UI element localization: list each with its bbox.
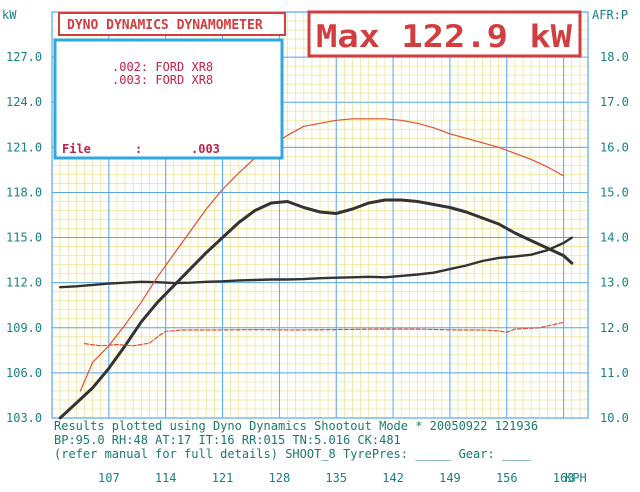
- y-tick-label-left: 109.0: [6, 321, 42, 335]
- y-tick-label-right: 14.0: [600, 231, 629, 245]
- x-tick-label: 128: [269, 471, 291, 485]
- x-tick-label: 121: [212, 471, 234, 485]
- legend-entry: .002: FORD XR8: [112, 60, 213, 74]
- x-tick-label: 163: [553, 471, 575, 485]
- x-tick-label: 135: [325, 471, 347, 485]
- y-tick-label-left: 127.0: [6, 50, 42, 64]
- y-tick-label-left: 112.0: [6, 276, 42, 290]
- x-tick-label: 156: [496, 471, 518, 485]
- y-tick-label-right: 10.0: [600, 411, 629, 425]
- y-tick-label-left: 103.0: [6, 411, 42, 425]
- title-box: [58, 12, 286, 36]
- y-tick-label-right: 16.0: [600, 140, 629, 154]
- legend-file-label: File: [62, 142, 91, 156]
- y-tick-label-right: 15.0: [600, 185, 629, 199]
- y-tick-label-left: 121.0: [6, 140, 42, 154]
- y-tick-label-left: 106.0: [6, 366, 42, 380]
- legend-entry: .003: FORD XR8: [112, 73, 213, 87]
- chart-title: DYNO DYNAMICS DYNAMOMETER: [67, 18, 263, 33]
- max-power-label: Max 122.9 kW: [316, 19, 572, 55]
- y-tick-label-left: 115.0: [6, 231, 42, 245]
- footer-line3: (refer manual for full details) SHOOT_8 …: [54, 447, 532, 461]
- y-tick-label-left: 124.0: [6, 95, 42, 109]
- x-axis-unit: KPH: [565, 471, 587, 485]
- y-tick-label-left: 118.0: [6, 185, 42, 199]
- right-axis-unit: AFR:P: [592, 8, 628, 22]
- y-tick-label-right: 18.0: [600, 50, 629, 64]
- x-tick-label: 142: [382, 471, 404, 485]
- legend-file-value: .003: [191, 142, 220, 156]
- y-tick-label-right: 12.0: [600, 321, 629, 335]
- y-tick-label-right: 13.0: [600, 276, 629, 290]
- series-line-power-1: [58, 198, 574, 420]
- y-tick-label-right: 17.0: [600, 95, 629, 109]
- legend-box: [53, 38, 284, 160]
- x-tick-label: 114: [155, 471, 177, 485]
- left-axis-unit: kW: [2, 8, 17, 22]
- y-tick-label-right: 11.0: [600, 366, 629, 380]
- max-box: [307, 10, 582, 58]
- legend-file-colon: :: [135, 142, 142, 156]
- series-line-afr-2: [58, 236, 573, 289]
- x-tick-label: 149: [439, 471, 461, 485]
- footer-line2: BP:95.0 RH:48 AT:17 IT:16 RR:015 TN:5.01…: [54, 433, 401, 447]
- series-line-power-3: [79, 118, 565, 392]
- x-tick-label: 107: [98, 471, 120, 485]
- footer-line1: Results plotted using Dyno Dynamics Shoo…: [54, 419, 538, 433]
- series-line-afr-4: [83, 321, 565, 347]
